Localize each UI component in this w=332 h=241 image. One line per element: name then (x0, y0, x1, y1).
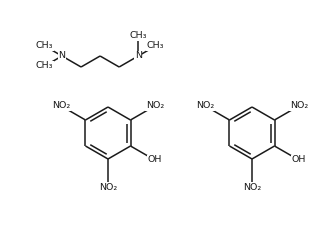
Text: OH: OH (291, 155, 306, 165)
Text: NO₂: NO₂ (290, 101, 308, 111)
Text: CH₃: CH₃ (147, 41, 164, 51)
Text: CH₃: CH₃ (36, 61, 53, 71)
Text: NO₂: NO₂ (99, 182, 117, 192)
Text: N: N (135, 52, 142, 60)
Text: OH: OH (148, 155, 162, 165)
Text: NO₂: NO₂ (196, 101, 214, 111)
Text: CH₃: CH₃ (36, 41, 53, 51)
Text: NO₂: NO₂ (52, 101, 70, 111)
Text: CH₃: CH₃ (129, 32, 147, 40)
Text: NO₂: NO₂ (146, 101, 164, 111)
Text: N: N (58, 52, 65, 60)
Text: NO₂: NO₂ (243, 182, 261, 192)
